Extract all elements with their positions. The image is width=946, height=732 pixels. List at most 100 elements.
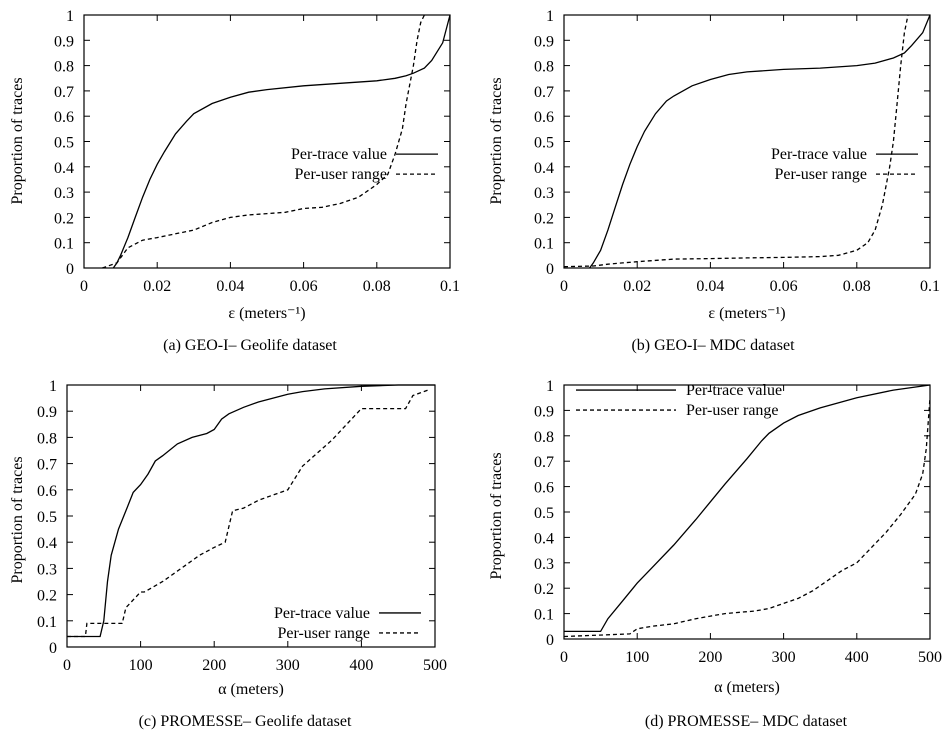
panel-a-y-tick-label: 0.6 xyxy=(54,109,74,126)
panel-a-y-tick-label: 0.8 xyxy=(54,59,74,76)
panel-c-plot-frame xyxy=(66,384,436,648)
panel-d-x-axis-label: α (meters) xyxy=(714,679,780,696)
panel-c-x-tick-label: 200 xyxy=(202,657,226,674)
panel-d-y-tick-label: 0.4 xyxy=(534,530,554,547)
panel-a-series-per-user-range xyxy=(102,14,425,269)
panel-d-y-tick-label: 1 xyxy=(546,378,554,395)
panel-b-y-tick-label: 0.8 xyxy=(534,59,554,76)
panel-b-y-tick-label: 0.5 xyxy=(534,135,554,152)
panel-a-y-tick-label: 0.9 xyxy=(54,33,74,50)
panel-c-x-tick-label: 100 xyxy=(129,657,153,674)
panel-c-series-per-trace-value xyxy=(67,384,435,638)
panel-b-x-tick-label: 0.08 xyxy=(843,278,871,295)
panel-b-y-tick-label: 0.6 xyxy=(534,109,554,126)
panel-c-legend-label-per-user-range: Per-user range xyxy=(277,625,370,642)
panel-a-y-tick-label: 0.7 xyxy=(54,84,74,101)
panel-b-legend-label-per-trace-value: Per-trace value xyxy=(771,146,867,163)
panel-a-legend-label-per-trace-value: Per-trace value xyxy=(291,146,387,163)
panel-c-y-tick-label: 0.6 xyxy=(37,483,57,500)
panel-b-y-tick-label: 0.4 xyxy=(534,160,554,177)
panel-a-y-tick-label: 0.4 xyxy=(54,160,74,177)
panel-d-x-tick-label: 300 xyxy=(772,649,796,666)
panel-a-y-tick-label: 0.5 xyxy=(54,135,74,152)
panel-a-x-tick-label: 0.04 xyxy=(216,278,244,295)
panel-b-x-tick-label: 0 xyxy=(560,278,568,295)
panel-b-x-tick-label: 0.06 xyxy=(770,278,798,295)
panel-a-y-tick-label: 0 xyxy=(66,261,74,278)
panel-d-y-tick-label: 0.1 xyxy=(534,607,554,624)
panel-b: Proportion of traces 0 0.1 0.2 0.3 0.4 0.5 0.6… xyxy=(488,8,940,354)
panel-d-y-tick-label: 0.9 xyxy=(534,403,554,420)
panel-b-x-tick-label: 0.04 xyxy=(696,278,724,295)
panel-b-y-tick-label: 0.3 xyxy=(534,185,554,202)
panel-c-x-tick-label: 500 xyxy=(423,657,447,674)
panel-b-caption: (b) GEO-I– MDC dataset xyxy=(631,337,795,354)
panel-c-y-tick-label: 0.1 xyxy=(37,614,57,631)
panel-c-legend-label-per-trace-value: Per-trace value xyxy=(274,605,370,622)
panel-a-y-axis-label: Proportion of traces xyxy=(9,77,26,204)
panel-d-x-tick-label: 100 xyxy=(625,649,649,666)
panel-c-x-axis-label: α (meters) xyxy=(218,681,284,698)
panel-a-caption: (a) GEO-I– Geolife dataset xyxy=(163,337,337,354)
panel-d-y-tick-label: 0.6 xyxy=(534,480,554,497)
panel-a-y-tick-label: 0.2 xyxy=(54,210,74,227)
panel-d-series-per-user-range xyxy=(563,397,931,638)
panel-c-y-tick-label: 0.3 xyxy=(37,561,57,578)
panel-d-plot: 0 0.1 0.2 0.3 0.4 0.5 0.6 0.7 0.8 0.9 1 0 100 200 300 4… xyxy=(534,378,942,666)
panel-b-y-tick-label: 1 xyxy=(546,8,554,25)
panel-a-legend-label-per-user-range: Per-user range xyxy=(294,166,387,183)
panel-d-x-tick-label: 0 xyxy=(560,649,568,666)
panel-c-caption: (c) PROMESSE– Geolife dataset xyxy=(139,713,352,730)
panel-a-x-tick-label: 0.02 xyxy=(143,278,171,295)
panel-c-y-tick-label: 1 xyxy=(49,378,57,395)
panel-b-series-per-trace-value xyxy=(589,14,931,269)
panel-d-y-tick-label: 0.2 xyxy=(534,581,554,598)
panel-b-y-tick-label: 0 xyxy=(546,261,554,278)
panel-d-series-per-trace-value xyxy=(564,384,931,633)
panel-b-x-tick-label: 0.02 xyxy=(623,278,651,295)
panel-b-y-axis-label: Proportion of traces xyxy=(488,77,505,204)
panel-c-y-axis-label: Proportion of traces xyxy=(9,456,26,583)
panel-a-plot-frame xyxy=(83,14,451,269)
panel-c-x-tick-label: 0 xyxy=(63,657,71,674)
panel-d-y-tick-label: 0.3 xyxy=(534,556,554,573)
panel-b-plot: 0 0.1 0.2 0.3 0.4 0.5 0.6 0.7 0.8 0.9 1 0 0.02 0.04 0.… xyxy=(534,8,940,295)
panel-d-plot-frame xyxy=(563,384,931,640)
panel-a-x-tick-label: 0.1 xyxy=(440,278,460,295)
panel-d-y-tick-label: 0.5 xyxy=(534,505,554,522)
panel-b-y-tick-label: 0.7 xyxy=(534,84,554,101)
panel-d-y-tick-label: 0.7 xyxy=(534,454,554,471)
panel-d-x-tick-label: 200 xyxy=(698,649,722,666)
panel-a-x-tick-label: 0.08 xyxy=(363,278,391,295)
panel-c-x-tick-label: 300 xyxy=(276,657,300,674)
panel-c-y-tick-label: 0.9 xyxy=(37,404,57,421)
panel-c-y-tick-label: 0.8 xyxy=(37,430,57,447)
panel-d-y-tick-label: 0.8 xyxy=(534,429,554,446)
panel-c: Proportion of traces 0 0.1 0.2 0.3 0.4 0.5 0.6… xyxy=(9,378,447,730)
panel-c-y-tick-label: 0.7 xyxy=(37,457,57,474)
panel-d: Proportion of traces 0 0.1 0.2 0.3 0.4 0.5 0.6… xyxy=(488,378,942,730)
panel-c-y-tick-label: 0.2 xyxy=(37,588,57,605)
panel-a-x-tick-label: 0 xyxy=(80,278,88,295)
panel-b-y-tick-label: 0.9 xyxy=(534,33,554,50)
panel-b-x-axis-label: ε (meters⁻¹) xyxy=(708,305,785,322)
panel-c-y-tick-label: 0.5 xyxy=(37,509,57,526)
panel-a-series-per-trace-value xyxy=(112,14,451,269)
panel-a-x-axis-label: ε (meters⁻¹) xyxy=(228,305,305,322)
panel-b-legend-label-per-user-range: Per-user range xyxy=(774,166,867,183)
panel-d-legend-label-per-user-range: Per-user range xyxy=(686,402,779,419)
panel-d-legend-label-per-trace-value: Per-trace value xyxy=(686,382,782,399)
panel-c-plot: 0 0.1 0.2 0.3 0.4 0.5 0.6 0.7 0.8 0.9 1 0 100 200 300 4… xyxy=(37,378,447,674)
panel-a-y-tick-label: 1 xyxy=(66,8,74,25)
panel-c-y-tick-label: 0.4 xyxy=(37,535,57,552)
panel-d-caption: (d) PROMESSE– MDC dataset xyxy=(645,713,848,730)
panel-b-y-tick-label: 0.1 xyxy=(534,236,554,253)
panel-b-series-per-user-range xyxy=(563,14,909,268)
panel-b-x-tick-label: 0.1 xyxy=(920,278,940,295)
panel-c-x-tick-label: 400 xyxy=(349,657,373,674)
panel-d-y-axis-label: Proportion of traces xyxy=(488,452,505,579)
panel-b-y-tick-label: 0.2 xyxy=(534,210,554,227)
panel-a-y-tick-label: 0.1 xyxy=(54,236,74,253)
panel-d-y-tick-label: 0 xyxy=(546,632,554,649)
panel-b-plot-frame xyxy=(563,14,931,269)
